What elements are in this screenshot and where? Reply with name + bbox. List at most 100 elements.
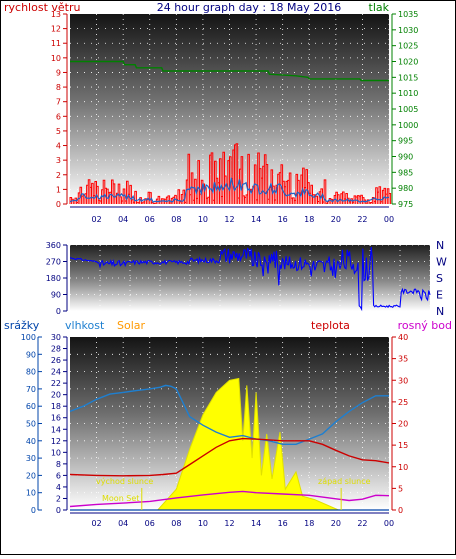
rain-axis-tick-label: 20 [26,471,36,480]
dewpoint-axis-tick-label: 35 [398,355,408,364]
panel1-right-axis-label: tlak [369,1,390,14]
pressure-series [70,60,389,82]
panel1-right-tick-label: 1030 [398,26,418,35]
rain-axis-tick-label: 50 [26,420,36,429]
humidity-axis-tick-label: 26 [51,356,61,365]
panel1-right-tick-label: 1000 [398,121,418,130]
panel3-x-axis: 02 04 06 08 10 12 14 16 18 20 22 00 [70,512,394,528]
panel3-x-tick-label: 02 [91,519,101,528]
dewpoint-axis-tick-label: 25 [398,398,408,407]
panel3-temp-axis-label: teplota [311,319,350,332]
panel3-axes: 0102030405060708090100024681012141618202… [21,333,408,515]
rain-axis-tick-label: 40 [26,437,36,446]
rain-axis-tick-label: 70 [26,385,36,394]
panel1-left-tick-label: 9 [56,68,61,77]
dewpoint-axis-tick-label: 0 [398,506,403,515]
dewpoint-axis-tick-label: 15 [398,441,408,450]
panel1-x-tick-label: 18 [304,215,314,224]
panel3-x-tick-label: 18 [304,519,314,528]
panel1-x-tick-label: 16 [278,215,288,224]
panel1-left-tick-label: 10 [51,54,61,63]
panel1-left-axis-label: rychlost větru [4,1,80,14]
panel1-left-tick-label: 6 [56,112,61,121]
panel2-left-tick-label: 360 [46,241,61,250]
panel2-left-tick-label: 180 [46,274,61,283]
panel1-right-tick-label: 995 [398,137,413,146]
rain-axis-tick-label: 30 [26,454,36,463]
humidity-axis-tick-label: 8 [56,460,61,469]
panel3-x-tick-label: 08 [171,519,181,528]
panel3-x-tick-label: 14 [251,519,261,528]
panel3-dewpoint-axis-label: rosný bod [398,319,452,332]
humidity-axis-tick-label: 24 [51,368,61,377]
panel2-left-tick-label: 0 [56,307,61,316]
panel1-x-tick-label: 00 [384,215,394,224]
panel1-right-tick-label: 985 [398,168,413,177]
panel2-compass-label: W [436,256,447,269]
rain-axis-tick-label: 80 [26,368,36,377]
panel1-x-tick-label: 20 [331,215,341,224]
humidity-axis-tick-label: 10 [51,448,61,457]
panel1-right-tick-label: 1010 [398,89,418,98]
panel1-x-tick-label: 10 [198,215,208,224]
panel1-left-tick-label: 4 [56,142,61,151]
panel2-left-tick-label: 270 [46,258,61,267]
dewpoint-axis-tick-label: 10 [398,463,408,472]
panel1-x-tick-label: 08 [171,215,181,224]
rain-axis-tick-label: 90 [26,350,36,359]
panel1-grid [70,14,390,204]
panel3-x-tick-label: 04 [118,519,128,528]
panel1-right-tick-label: 980 [398,184,413,193]
panel2-compass-label: E [436,289,443,302]
panel1-x-axis: 02 04 06 08 10 12 14 16 18 20 22 00 [70,206,394,224]
panel3-solar-axis-label: Solar [117,319,146,332]
panel1-x-tick-label: 12 [224,215,234,224]
rain-axis-tick-label: 100 [21,333,36,342]
panel1-left-tick-label: 3 [56,156,61,165]
solar-series [156,377,339,511]
humidity-axis-tick-label: 30 [51,333,61,342]
wind-direction-series [69,247,431,312]
sunrise-annotation: východ slunce [96,477,153,486]
panel1-x-tick-label: 22 [357,215,367,224]
wind-average-series [69,177,390,203]
panel3-x-tick-label: 20 [331,519,341,528]
humidity-axis-tick-label: 4 [56,483,61,492]
panel3-x-tick-label: 06 [145,519,155,528]
sunset-annotation: západ slunce [318,477,371,486]
panel1-wind-series [69,60,392,205]
dewpoint-axis-tick-label: 5 [398,484,403,493]
panel1-x-tick-label: 04 [118,215,128,224]
panel1-left-tick-label: 0 [56,200,61,209]
panel2-direction-series [69,247,431,312]
panel3-x-tick-label: 00 [384,519,394,528]
graph-title: 24 hour graph day : 18 May 2016 [157,1,342,14]
panel3-x-tick-label: 16 [278,519,288,528]
panel2-compass-label: N [436,305,444,318]
temperature-series [69,437,390,477]
humidity-axis-tick-label: 2 [56,494,61,503]
panel1-right-tick-label: 1005 [398,105,418,114]
panel1-right-tick-label: 990 [398,153,413,162]
humidity-axis-tick-label: 14 [51,425,61,434]
panel1-right-tick-label: 1020 [398,58,418,67]
humidity-axis-tick-label: 28 [51,345,61,354]
dewpoint-axis-tick-label: 40 [398,333,408,342]
panel1-right-tick-label: 975 [398,200,413,209]
humidity-axis-tick-label: 16 [51,414,61,423]
panel1-x-tick-label: 06 [145,215,155,224]
panel3-series: východ slunce západ slunce Moon Set [69,377,390,511]
humidity-axis-tick-label: 18 [51,402,61,411]
panel1-left-tick-label: 1 [56,185,61,194]
panel1-left-tick-label: 5 [56,127,61,136]
panel1-left-tick-label: 13 [51,10,61,19]
dewpoint-axis-tick-label: 30 [398,376,408,385]
moonset-annotation: Moon Set [102,494,139,503]
panel1-right-tick-label: 1015 [398,73,418,82]
humidity-axis-tick-label: 0 [56,506,61,515]
rain-axis-tick-label: 10 [26,489,36,498]
